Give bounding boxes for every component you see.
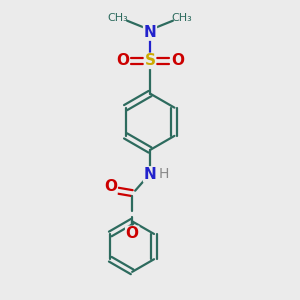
Text: N: N [144, 25, 156, 40]
Text: H: H [158, 167, 169, 182]
Text: CH₃: CH₃ [171, 13, 192, 23]
Text: O: O [104, 179, 117, 194]
Text: S: S [145, 53, 155, 68]
Text: O: O [126, 226, 139, 241]
Text: O: O [116, 53, 129, 68]
Text: N: N [144, 167, 156, 182]
Text: O: O [171, 53, 184, 68]
Text: CH₃: CH₃ [108, 13, 129, 23]
